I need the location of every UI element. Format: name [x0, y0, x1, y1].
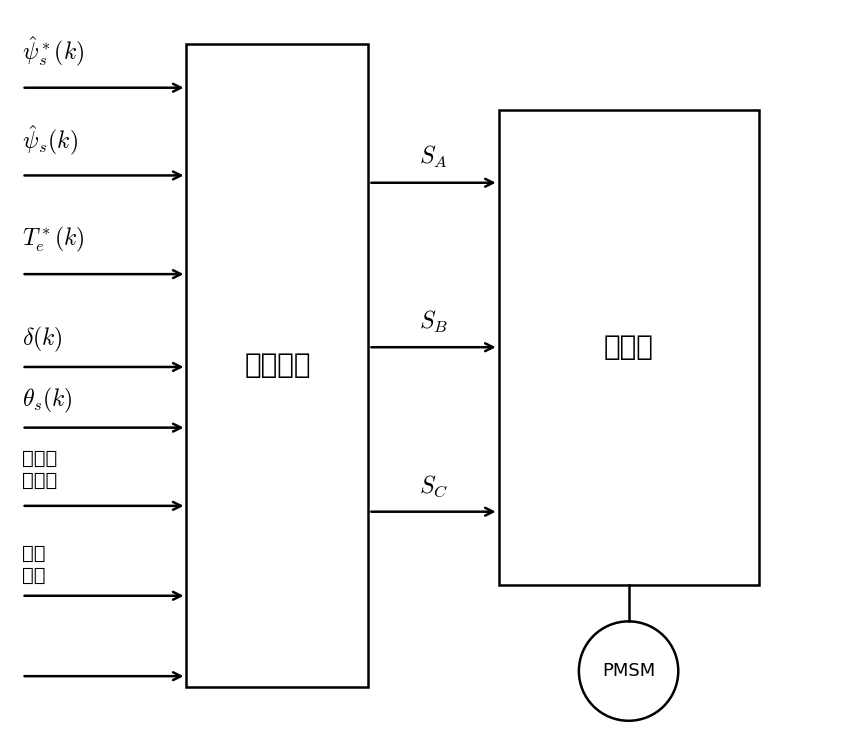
Text: PMSM: PMSM [602, 662, 655, 680]
Text: 预测控制: 预测控制 [244, 352, 310, 379]
Text: $S_A$: $S_A$ [420, 144, 447, 170]
Text: 扇区位
置信号: 扇区位 置信号 [22, 449, 57, 490]
Text: 逆变器: 逆变器 [603, 333, 654, 361]
Text: $\theta_s(k)$: $\theta_s(k)$ [22, 386, 72, 415]
Ellipse shape [579, 621, 678, 721]
Text: 滞环
信号: 滞环 信号 [22, 544, 45, 585]
Text: $S_C$: $S_C$ [419, 474, 448, 499]
Text: $\hat{\psi}_s^*(k)$: $\hat{\psi}_s^*(k)$ [22, 34, 84, 68]
Text: $\hat{\psi}_s(k)$: $\hat{\psi}_s(k)$ [22, 124, 78, 157]
Bar [186, 44, 368, 687]
Text: $S_B$: $S_B$ [419, 308, 448, 335]
Bar [499, 110, 759, 585]
Text: $\delta(k)$: $\delta(k)$ [22, 325, 62, 355]
Text: $T_e^*(k)$: $T_e^*(k)$ [22, 224, 84, 254]
